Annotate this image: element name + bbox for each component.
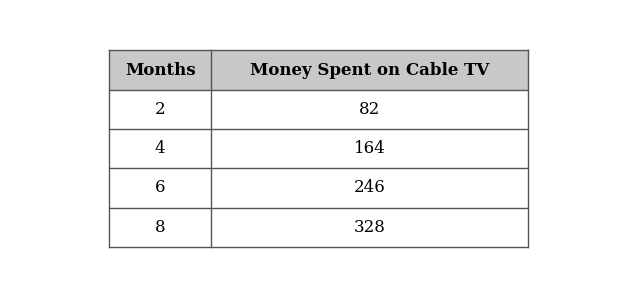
Text: Months: Months [125,61,196,79]
Text: 6: 6 [155,180,165,197]
Text: 2: 2 [155,101,166,118]
Text: 8: 8 [155,219,166,236]
Text: 164: 164 [354,140,386,157]
Text: Money Spent on Cable TV: Money Spent on Cable TV [250,61,489,79]
Text: 328: 328 [353,219,386,236]
Text: 82: 82 [359,101,380,118]
Text: 246: 246 [354,180,386,197]
Text: 4: 4 [155,140,166,157]
